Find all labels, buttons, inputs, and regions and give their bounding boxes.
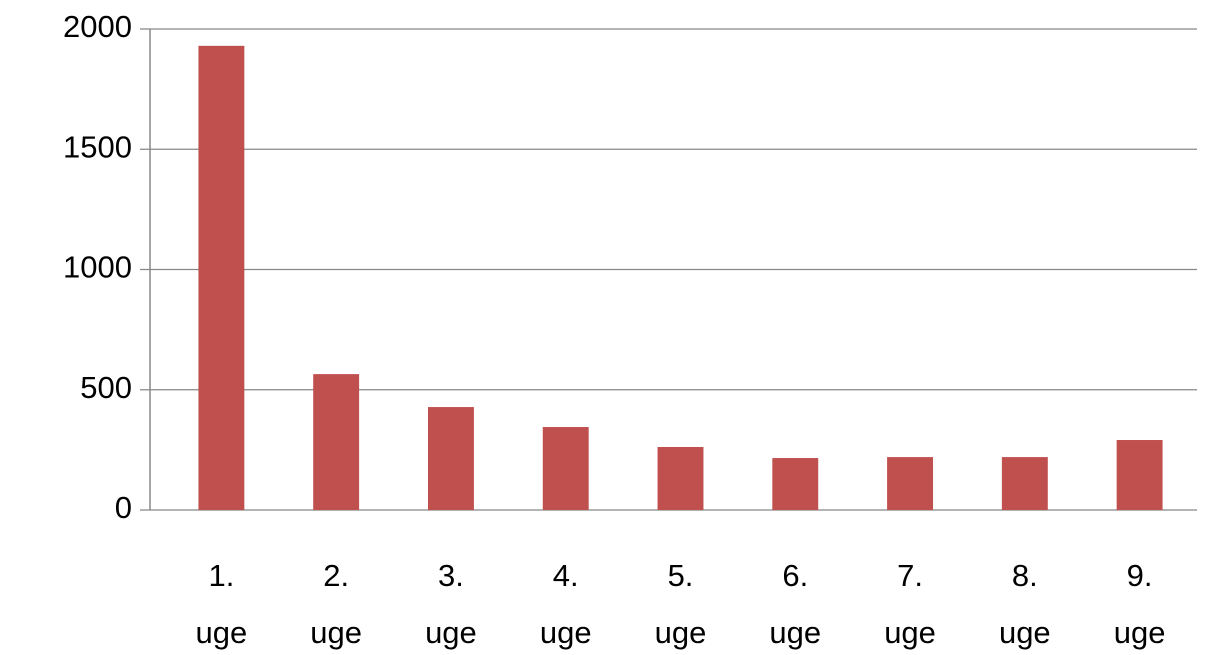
bar — [1001, 457, 1048, 510]
bar — [1116, 440, 1163, 510]
x-tick-label: 1. uge — [196, 558, 248, 650]
bar — [542, 427, 589, 510]
x-tick-label: 7. uge — [884, 558, 936, 650]
y-tick-label: 1500 — [63, 129, 132, 164]
bar — [198, 45, 245, 511]
x-tick-label: 4. uge — [540, 558, 592, 650]
x-tick-label: 8. uge — [999, 558, 1051, 650]
bar — [772, 458, 819, 510]
x-tick-label: 5. uge — [655, 558, 707, 650]
y-tick-label: 2000 — [63, 9, 132, 44]
bar — [427, 407, 474, 510]
bar — [887, 457, 934, 510]
x-tick-label: 9. uge — [1114, 558, 1166, 650]
x-tick-label: 6. uge — [769, 558, 821, 650]
y-tick-label: 500 — [80, 370, 132, 405]
bar — [313, 374, 360, 510]
x-tick-label: 3. uge — [425, 558, 477, 650]
bar — [657, 446, 704, 510]
y-tick-label: 0 — [115, 490, 132, 525]
x-tick-label: 2. uge — [310, 558, 362, 650]
y-tick-label: 1000 — [63, 250, 132, 285]
